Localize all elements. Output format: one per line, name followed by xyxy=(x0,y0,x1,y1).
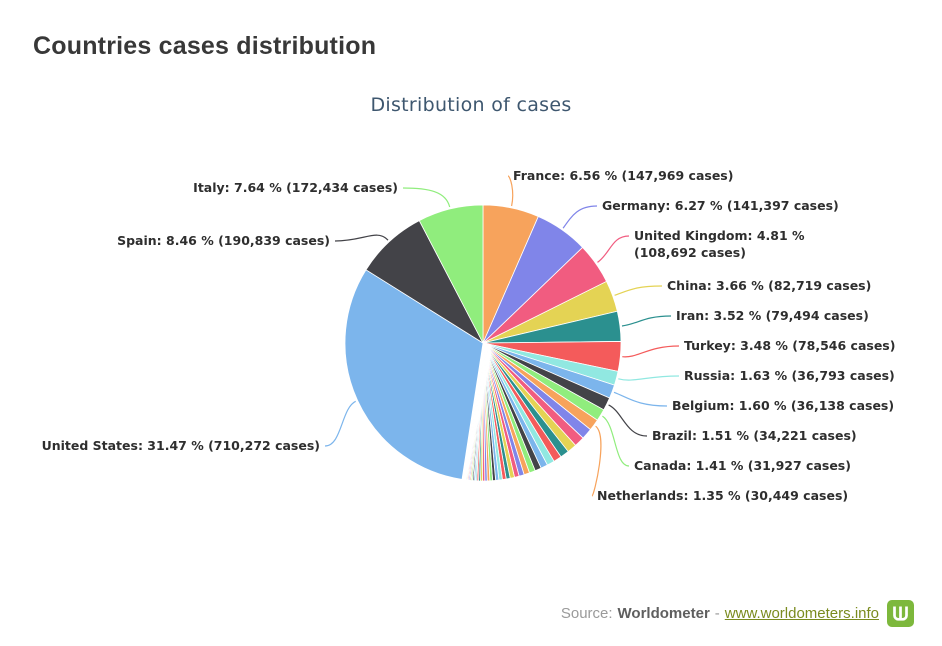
label-connector-canada xyxy=(602,415,630,467)
slice-label-canada: Canada: 1.41 % (31,927 cases) xyxy=(634,458,851,473)
slice-label-germany: Germany: 6.27 % (141,397 cases) xyxy=(602,198,839,213)
label-connector-netherlands xyxy=(591,425,602,497)
label-connector-italy xyxy=(402,187,451,208)
label-connector-russia xyxy=(618,375,680,381)
slice-label-france: France: 6.56 % (147,969 cases) xyxy=(513,168,734,183)
label-connector-united-kingdom xyxy=(597,235,630,263)
chart-title: Distribution of cases xyxy=(370,94,572,116)
slice-label-italy: Italy: 7.64 % (172,434 cases) xyxy=(193,180,398,195)
pie-slice-united-states[interactable] xyxy=(344,269,484,480)
source-label: Source: xyxy=(560,605,613,622)
slice-label-united-kingdom: United Kingdom: 4.81 % (108,692 cases) xyxy=(634,228,805,260)
label-connector-belgium xyxy=(613,391,668,407)
slice-label-turkey: Turkey: 3.48 % (78,546 cases) xyxy=(684,338,896,353)
worldometer-logo-icon[interactable] xyxy=(887,600,914,627)
label-connector-china xyxy=(614,285,663,296)
label-connector-united-states xyxy=(324,400,357,447)
label-connector-brazil xyxy=(608,404,648,437)
page-title: Countries cases distribution xyxy=(33,31,377,60)
slice-label-iran: Iran: 3.52 % (79,494 cases) xyxy=(676,308,869,323)
slice-label-netherlands: Netherlands: 1.35 % (30,449 cases) xyxy=(597,488,849,503)
slice-label-russia: Russia: 1.63 % (36,793 cases) xyxy=(684,368,895,383)
source-name: Worldometer xyxy=(617,605,710,622)
label-connector-spain xyxy=(334,234,389,242)
slice-label-united-states: United States: 31.47 % (710,272 cases) xyxy=(41,438,320,453)
label-connector-france xyxy=(507,175,514,207)
slice-label-spain: Spain: 8.46 % (190,839 cases) xyxy=(117,233,330,248)
slice-label-china: China: 3.66 % (82,719 cases) xyxy=(667,278,872,293)
source-separator: - xyxy=(714,605,720,622)
label-connector-germany xyxy=(562,205,598,229)
slice-label-belgium: Belgium: 1.60 % (36,138 cases) xyxy=(672,398,895,413)
label-connector-turkey xyxy=(622,345,680,358)
label-connector-iran xyxy=(621,315,672,327)
source-credit: Source: Worldometer - www.worldometers.i… xyxy=(561,600,914,627)
slice-label-brazil: Brazil: 1.51 % (34,221 cases) xyxy=(652,428,857,443)
pie-slice-italy[interactable] xyxy=(418,204,484,344)
worldometers-link[interactable]: www.worldometers.info xyxy=(724,605,879,622)
